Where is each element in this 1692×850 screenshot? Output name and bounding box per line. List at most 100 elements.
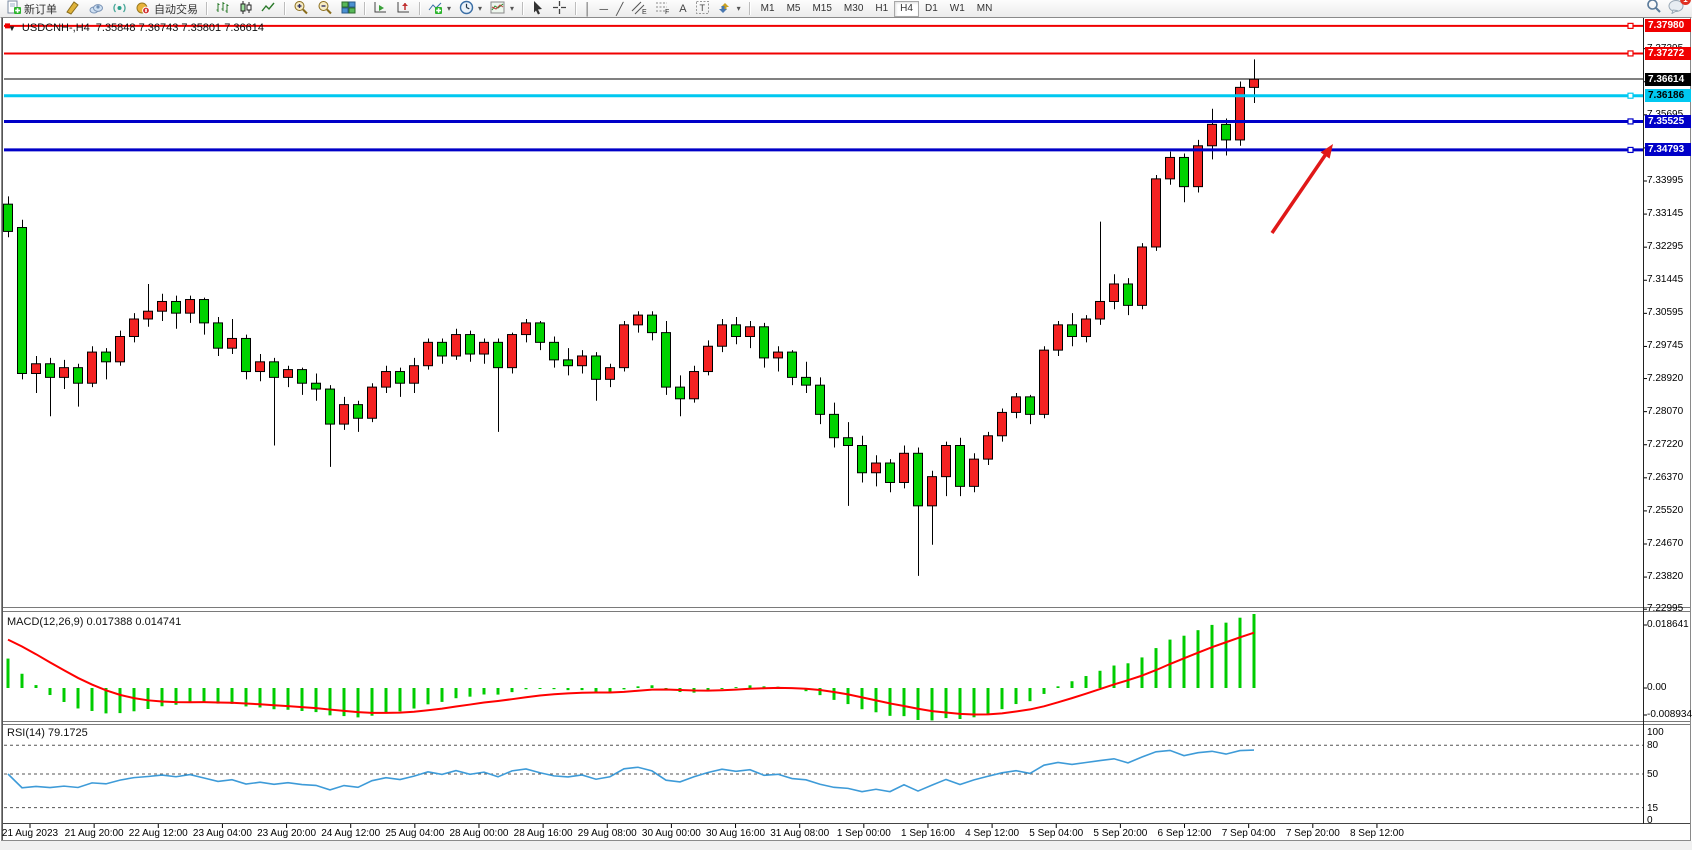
styles-button[interactable]: [62, 0, 83, 17]
collapse-chart-icon[interactable]: ▼: [8, 23, 16, 33]
level-price-badge[interactable]: 7.37980: [1645, 19, 1691, 33]
level-price-badge[interactable]: 7.34793: [1645, 143, 1691, 157]
template-icon: [490, 0, 506, 18]
level-price-badge[interactable]: 7.37272: [1645, 46, 1691, 60]
timeframe-d1[interactable]: D1: [924, 2, 938, 14]
new-order-label: 新订单: [24, 3, 57, 16]
timeframe-mn[interactable]: MN: [976, 2, 993, 14]
date-tick-label: 28 Aug 00:00: [449, 828, 509, 839]
periods-dropdown-caret: ▾: [478, 4, 483, 13]
toolbar-right-icons: 1: [1646, 0, 1691, 19]
date-tick-label: 21 Aug 20:00: [64, 828, 124, 839]
date-tick-label: 7 Sep 04:00: [1221, 828, 1276, 839]
macd-axis-label: 0.018641: [1647, 619, 1689, 630]
date-tick-label: 1 Sep 00:00: [836, 828, 891, 839]
price-tick-label: 7.27220: [1647, 438, 1684, 450]
signals-button[interactable]: [109, 1, 130, 17]
candlestick-mode-button[interactable]: [235, 0, 256, 17]
text-label-icon: T: [695, 0, 710, 18]
toolbar-separator: [575, 2, 577, 15]
price-tick-label: 7.24670: [1647, 537, 1684, 549]
tile-windows-button[interactable]: [338, 1, 359, 17]
crosshair-tool[interactable]: [549, 0, 570, 17]
svg-text:F: F: [665, 9, 669, 15]
timeframe-w1[interactable]: W1: [949, 2, 965, 14]
date-tick-label: 5 Sep 20:00: [1093, 828, 1148, 839]
indicators-icon: [428, 0, 443, 18]
level-price-badge[interactable]: 7.36614: [1645, 72, 1691, 86]
bar-chart-mode-button[interactable]: [212, 1, 233, 17]
price-tick-label: 7.22995: [1647, 603, 1684, 615]
text-tool[interactable]: A: [676, 1, 689, 17]
community-button[interactable]: [85, 1, 107, 17]
price-tick-label: 7.33145: [1647, 208, 1684, 220]
cursor-icon: [531, 0, 544, 18]
text-label-tool[interactable]: T: [692, 0, 713, 18]
timeframe-h1[interactable]: H1: [875, 2, 889, 14]
clock-icon: [459, 0, 474, 18]
zoom-in-icon: [293, 0, 309, 18]
line-chart-mode-button[interactable]: [258, 1, 279, 17]
toolbar-separator: [364, 2, 365, 15]
bar-chart-icon: [215, 0, 230, 18]
date-tick-label: 25 Aug 04:00: [385, 828, 445, 839]
price-tick-label: 7.32295: [1647, 241, 1684, 253]
horizontal-line-tool[interactable]: ─: [597, 1, 612, 17]
rsi-axis-label: 100: [1647, 727, 1664, 738]
date-tick-label: 28 Aug 16:00: [513, 828, 573, 839]
zoom-in-button[interactable]: [290, 0, 312, 18]
toolbar-separator: [748, 2, 750, 15]
date-tick-label: 1 Sep 16:00: [900, 828, 955, 839]
indicators-button[interactable]: ▾: [425, 1, 454, 17]
rsi-axis-label: 50: [1647, 769, 1659, 780]
price-axis[interactable]: 7.373957.365457.356957.348457.339957.331…: [1645, 0, 1692, 850]
arrows-tool[interactable]: ▾: [715, 1, 744, 17]
templates-button[interactable]: ▾: [487, 1, 517, 17]
trendline-tool[interactable]: ╱: [613, 1, 626, 17]
price-tick-label: 7.33995: [1647, 175, 1684, 186]
price-tick-label: 7.28070: [1647, 405, 1684, 417]
vertical-line-tool[interactable]: │: [581, 1, 595, 17]
autotrade-button[interactable]: 自动交易: [132, 1, 201, 17]
periods-button[interactable]: ▾: [456, 0, 485, 18]
level-price-badge[interactable]: 7.35525: [1645, 114, 1691, 128]
date-tick-label: 8 Sep 12:00: [1349, 828, 1404, 839]
text-icon: A: [679, 2, 687, 15]
price-tick-label: 7.35695: [1647, 109, 1683, 120]
macd-indicator-label: MACD(12,26,9) 0.017388 0.014741: [7, 616, 182, 628]
auto-scroll-button[interactable]: [370, 1, 391, 17]
auto-scroll-icon: [373, 0, 388, 18]
chart-header: ▼ USDCNH-,H4 7.35848 7.36743 7.35801 7.3…: [8, 22, 264, 34]
price-tick-label: 7.23820: [1647, 571, 1684, 583]
date-tick-label: 23 Aug 04:00: [192, 828, 252, 839]
chart-shift-button[interactable]: [393, 1, 414, 17]
price-tick-label: 7.25520: [1647, 504, 1684, 516]
level-price-badge[interactable]: 7.36186: [1645, 89, 1691, 103]
zoom-out-button[interactable]: [314, 0, 336, 18]
trend-arrow-annotation[interactable]: [1270, 144, 1333, 234]
new-order-button[interactable]: 新订单: [3, 0, 60, 17]
toolbar-separator: [284, 2, 285, 15]
rsi-indicator-label: RSI(14) 79.1725: [7, 727, 88, 739]
channel-tool[interactable]: E: [628, 1, 650, 17]
notifications-chat-icon[interactable]: 1: [1668, 0, 1691, 19]
cursor-tool[interactable]: [528, 0, 547, 18]
timeframe-h4[interactable]: H4: [894, 0, 919, 17]
timeframe-m5[interactable]: M5: [786, 2, 801, 14]
rsi-axis-label: 0: [1647, 815, 1653, 826]
tile-windows-icon: [341, 0, 356, 18]
timeframe-m30[interactable]: M30: [843, 2, 864, 14]
zoom-out-icon: [317, 0, 333, 18]
vertical-line-icon: │: [584, 1, 592, 16]
rsi-axis-label: 80: [1647, 740, 1659, 751]
rsi-axis-label: 15: [1647, 803, 1659, 814]
date-tick-label: 6 Sep 12:00: [1157, 828, 1212, 839]
svg-text:T: T: [699, 3, 705, 13]
timeframe-m15[interactable]: M15: [812, 2, 832, 14]
search-icon[interactable]: [1646, 0, 1662, 19]
timeframe-m1[interactable]: M1: [760, 2, 775, 14]
timeframe-switcher: M1 M5 M15 M30 H1 H4 D1 W1 MN: [755, 0, 999, 17]
fibonacci-tool[interactable]: F: [652, 1, 674, 17]
indicators-dropdown-caret: ▾: [447, 4, 452, 13]
